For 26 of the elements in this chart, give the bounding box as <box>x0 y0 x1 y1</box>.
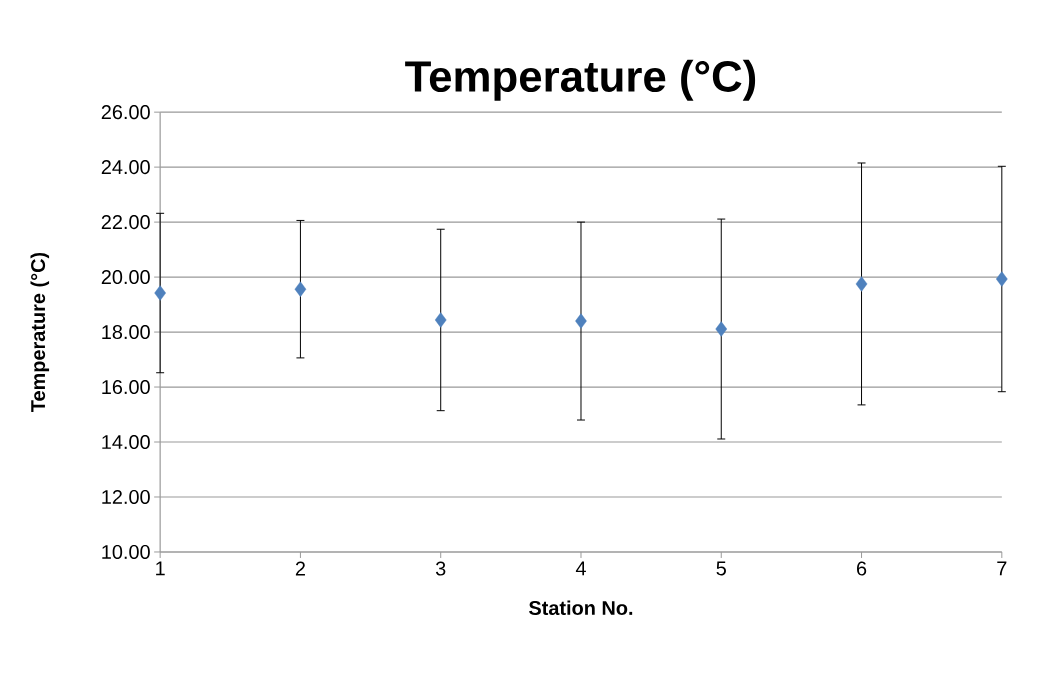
y-tick-label: 18.00 <box>102 324 150 340</box>
x-tick-label: 2 <box>295 561 305 576</box>
x-tick-label: 7 <box>997 561 1007 576</box>
x-tick-label: 1 <box>156 561 165 576</box>
y-tick-label: 10.00 <box>102 544 150 559</box>
point <box>154 285 166 301</box>
point <box>855 276 868 292</box>
x-tick-label: 5 <box>716 561 726 576</box>
chart-title: Temperature (°C) <box>405 59 756 101</box>
y-tick-label: 20.00 <box>101 269 150 285</box>
x-tick-label: 6 <box>857 561 867 576</box>
y-tick-label: 26.00 <box>101 105 150 120</box>
y-tick-label: 14.00 <box>102 434 150 449</box>
x-axis-title: Station No. <box>529 600 633 615</box>
y-tick-label: 16.00 <box>102 379 150 395</box>
y-tick-label: 22.00 <box>101 214 150 230</box>
x-tick-label: 3 <box>435 561 446 576</box>
x-tick-label: 4 <box>575 561 586 576</box>
point <box>575 313 587 329</box>
y-tick-label: 12.00 <box>102 489 150 504</box>
point <box>996 271 1008 287</box>
point <box>294 281 307 297</box>
y-axis-title: Temperature (°C) <box>30 252 50 412</box>
point <box>434 312 447 328</box>
y-tick-label: 24.00 <box>101 160 150 175</box>
point <box>715 321 728 337</box>
